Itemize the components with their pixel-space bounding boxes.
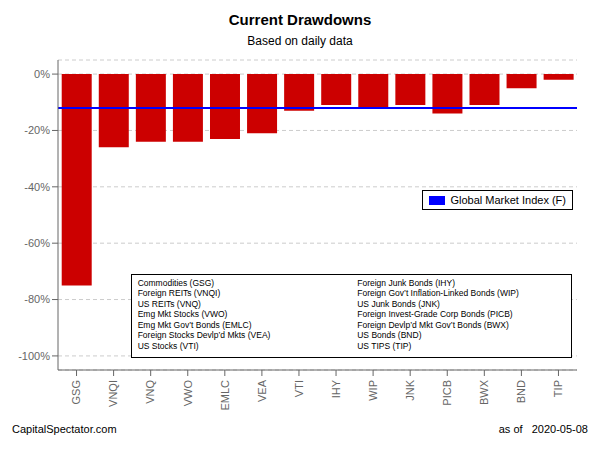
html-text:Foreign Junk Bonds (IHY) Forei: Foreign Junk Bonds (IHY) Foreign Gov’t I… xyxy=(357,277,519,351)
svg-text:GSG: GSG xyxy=(70,380,82,404)
svg-text:BWX: BWX xyxy=(478,379,490,405)
svg-text:0%: 0% xyxy=(34,68,50,80)
html-text:Commodities (GSG) Foreign REIT: Commodities (GSG) Foreign REITs (VNQI) U… xyxy=(137,277,271,351)
svg-text:VEA: VEA xyxy=(256,379,268,402)
html-text:Based on daily data: Based on daily data xyxy=(247,34,353,48)
svg-text:JNK: JNK xyxy=(404,379,416,400)
html-text:as of 2020-05-08: as of 2020-05-08 xyxy=(498,423,588,435)
html-text:CapitalSpectator.com: CapitalSpectator.com xyxy=(12,423,117,435)
html-text:Global Market Index (F): Global Market Index (F) xyxy=(450,194,566,207)
svg-text:-40%: -40% xyxy=(24,181,50,193)
svg-text:-60%: -60% xyxy=(24,237,50,249)
svg-text:-20%: -20% xyxy=(24,124,50,136)
svg-text:EMLC: EMLC xyxy=(219,380,231,411)
svg-text:VWO: VWO xyxy=(182,380,194,407)
svg-text:-80%: -80% xyxy=(24,293,50,305)
svg-text:IHY: IHY xyxy=(330,379,342,398)
svg-text:WIP: WIP xyxy=(367,380,379,401)
svg-text:TIP: TIP xyxy=(552,380,564,397)
svg-text:VNQ: VNQ xyxy=(144,380,156,404)
svg-text:VNQI: VNQI xyxy=(107,380,119,407)
svg-text:-100%: -100% xyxy=(18,350,50,362)
svg-text:BND: BND xyxy=(515,380,527,403)
html-text:Current Drawdowns: Current Drawdowns xyxy=(228,11,372,28)
svg-text:PICB: PICB xyxy=(441,380,453,406)
svg-text:VTI: VTI xyxy=(293,380,305,397)
